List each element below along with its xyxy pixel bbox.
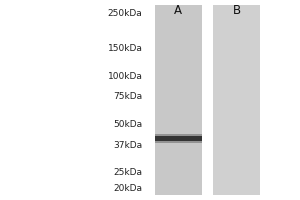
Text: 250kDa: 250kDa bbox=[108, 9, 142, 18]
Text: 37kDa: 37kDa bbox=[113, 141, 142, 150]
Text: 25kDa: 25kDa bbox=[113, 168, 142, 177]
Bar bbox=[155, 136, 202, 141]
Bar bbox=[155, 141, 202, 143]
Bar bbox=[155, 5, 202, 195]
Text: 20kDa: 20kDa bbox=[113, 184, 142, 193]
Bar bbox=[214, 5, 260, 195]
Text: 75kDa: 75kDa bbox=[113, 92, 142, 101]
Text: 150kDa: 150kDa bbox=[108, 44, 142, 53]
Text: B: B bbox=[232, 4, 241, 17]
Text: 50kDa: 50kDa bbox=[113, 120, 142, 129]
Bar bbox=[155, 134, 202, 136]
Text: A: A bbox=[174, 4, 182, 17]
Text: 100kDa: 100kDa bbox=[108, 72, 142, 81]
